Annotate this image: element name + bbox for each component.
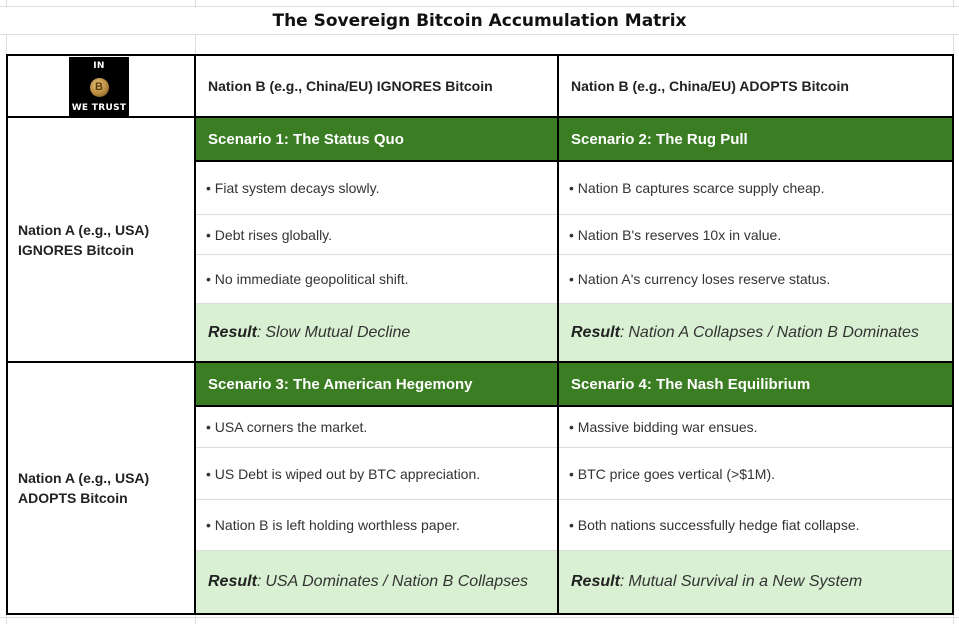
scenario-result[interactable]: Result : Slow Mutual Decline bbox=[196, 304, 557, 361]
page-title: The Sovereign Bitcoin Accumulation Matri… bbox=[0, 8, 959, 34]
result-value: USA Dominates / Nation B Collapses bbox=[265, 573, 528, 590]
logo-bottom-text: WE TRUST bbox=[71, 103, 127, 113]
scenario-1-cell: Scenario 1: The Status Quo • Fiat system… bbox=[196, 118, 559, 363]
result-label: Result bbox=[571, 573, 620, 590]
scenario-result[interactable]: Result : USA Dominates / Nation B Collap… bbox=[196, 551, 557, 613]
scenario-4-cell: Scenario 4: The Nash Equilibrium • Massi… bbox=[559, 363, 952, 613]
scenario-bullet[interactable]: • USA corners the market. bbox=[196, 407, 557, 448]
gridline bbox=[0, 6, 959, 7]
scenario-bullet[interactable]: • Both nations successfully hedge fiat c… bbox=[559, 500, 952, 551]
gridline bbox=[0, 617, 959, 618]
scenario-2-cell: Scenario 2: The Rug Pull • Nation B capt… bbox=[559, 118, 952, 363]
scenario-bullet[interactable]: • Massive bidding war ensues. bbox=[559, 407, 952, 448]
result-label: Result bbox=[208, 323, 257, 341]
scenario-result[interactable]: Result : Nation A Collapses / Nation B D… bbox=[559, 304, 952, 361]
in-bitcoin-we-trust-logo: IN B WE TRUST bbox=[69, 57, 129, 116]
result-value: Slow Mutual Decline bbox=[265, 323, 411, 341]
row-header-nation-a-adopts[interactable]: Nation A (e.g., USA) ADOPTS Bitcoin bbox=[8, 363, 196, 613]
scenario-bullet[interactable]: • Fiat system decays slowly. bbox=[196, 162, 557, 215]
result-separator: : bbox=[256, 573, 262, 590]
result-label: Result bbox=[208, 573, 257, 590]
result-separator: : bbox=[619, 323, 625, 341]
result-value: Mutual Survival in a New System bbox=[628, 573, 863, 590]
result-separator: : bbox=[619, 573, 625, 590]
scenario-title[interactable]: Scenario 1: The Status Quo bbox=[196, 118, 557, 162]
logo-top-text: IN bbox=[93, 61, 105, 71]
scenario-3-cell: Scenario 3: The American Hegemony • USA … bbox=[196, 363, 559, 613]
accumulation-matrix: IN B WE TRUST Nation B (e.g., China/EU) … bbox=[6, 54, 954, 615]
scenario-bullet[interactable]: • No immediate geopolitical shift. bbox=[196, 255, 557, 304]
gridline bbox=[0, 34, 959, 35]
scenario-title[interactable]: Scenario 4: The Nash Equilibrium bbox=[559, 363, 952, 407]
scenario-title[interactable]: Scenario 2: The Rug Pull bbox=[559, 118, 952, 162]
scenario-bullet[interactable]: • Nation A's currency loses reserve stat… bbox=[559, 255, 952, 304]
scenario-bullet[interactable]: • US Debt is wiped out by BTC appreciati… bbox=[196, 448, 557, 500]
corner-cell[interactable]: IN B WE TRUST bbox=[8, 56, 196, 118]
result-value: Nation A Collapses / Nation B Dominates bbox=[628, 323, 919, 341]
bitcoin-coin-icon: B bbox=[89, 77, 109, 97]
result-label: Result bbox=[571, 323, 620, 341]
scenario-title[interactable]: Scenario 3: The American Hegemony bbox=[196, 363, 557, 407]
column-header-nation-b-ignores[interactable]: Nation B (e.g., China/EU) IGNORES Bitcoi… bbox=[196, 56, 559, 118]
scenario-bullet[interactable]: • Nation B is left holding worthless pap… bbox=[196, 500, 557, 551]
scenario-bullet[interactable]: • Nation B's reserves 10x in value. bbox=[559, 215, 952, 255]
row-header-label: Nation A (e.g., USA) ADOPTS Bitcoin bbox=[18, 470, 150, 506]
scenario-result[interactable]: Result : Mutual Survival in a New System bbox=[559, 551, 952, 613]
row-header-label: Nation A (e.g., USA) IGNORES Bitcoin bbox=[18, 221, 150, 258]
scenario-bullet[interactable]: • BTC price goes vertical (>$1M). bbox=[559, 448, 952, 500]
scenario-bullet[interactable]: • Nation B captures scarce supply cheap. bbox=[559, 162, 952, 215]
row-header-nation-a-ignores[interactable]: Nation A (e.g., USA) IGNORES Bitcoin bbox=[8, 118, 196, 363]
scenario-bullet[interactable]: • Debt rises globally. bbox=[196, 215, 557, 255]
result-separator: : bbox=[256, 323, 262, 341]
column-header-nation-b-adopts[interactable]: Nation B (e.g., China/EU) ADOPTS Bitcoin bbox=[559, 56, 952, 118]
